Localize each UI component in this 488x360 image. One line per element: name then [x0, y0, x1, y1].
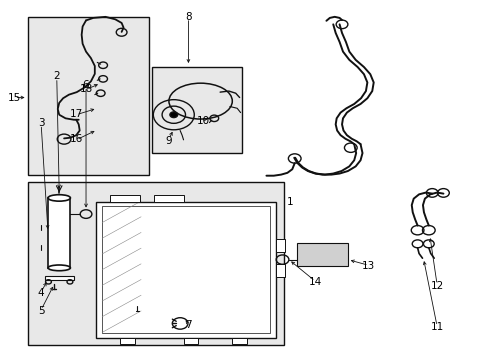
Circle shape [169, 112, 177, 118]
Bar [183, 338, 198, 344]
Text: 18: 18 [79, 84, 92, 94]
Text: 4: 4 [38, 288, 44, 298]
Bar [120, 338, 135, 344]
Ellipse shape [48, 195, 70, 201]
Bar [154, 195, 183, 202]
Text: 2: 2 [53, 71, 60, 81]
Bar [152, 67, 242, 153]
Bar [96, 202, 276, 338]
Bar [276, 264, 285, 277]
Text: 9: 9 [165, 136, 172, 145]
Text: 10: 10 [196, 116, 209, 126]
Bar [27, 182, 283, 345]
Text: 13: 13 [362, 261, 375, 271]
Text: 8: 8 [185, 12, 191, 22]
Text: 6: 6 [82, 80, 89, 90]
Bar [48, 198, 70, 268]
Bar [110, 195, 140, 202]
Text: 5: 5 [38, 306, 44, 316]
Text: 16: 16 [69, 134, 83, 144]
Text: 3: 3 [38, 118, 44, 128]
Bar [44, 276, 74, 280]
Bar [232, 338, 246, 344]
Ellipse shape [48, 265, 70, 271]
Bar [296, 243, 347, 266]
Text: 14: 14 [308, 277, 321, 287]
Text: 12: 12 [429, 281, 443, 291]
Bar [27, 17, 149, 175]
Text: 15: 15 [8, 93, 21, 103]
Bar [102, 206, 270, 333]
Text: 17: 17 [69, 109, 83, 119]
Bar [276, 239, 285, 252]
Text: 7: 7 [185, 320, 191, 330]
Text: 1: 1 [286, 197, 293, 207]
Text: 11: 11 [429, 322, 443, 332]
